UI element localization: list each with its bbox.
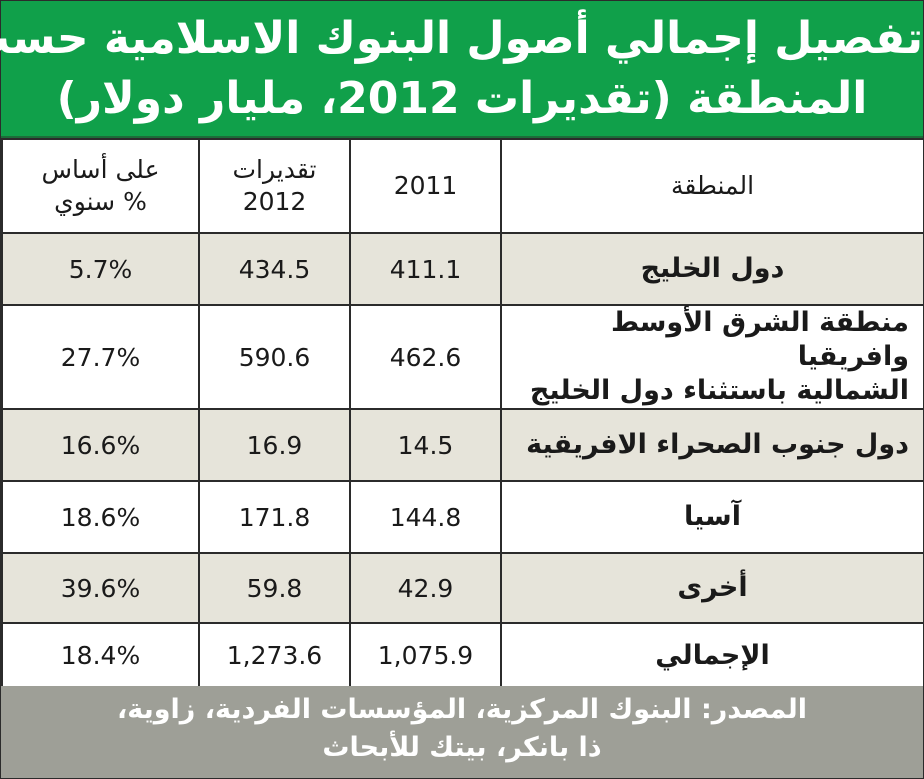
table-row: آسيا 144.8 171.8 18.6%	[1, 480, 924, 554]
cell-change: 27.7%	[1, 304, 200, 410]
cell-change: 5.7%	[1, 232, 200, 306]
title-line-1: تفصيل إجمالي أصول البنوك الاسلامية حسب	[0, 13, 923, 64]
cell-region: آسيا	[500, 480, 924, 554]
cell-change: 16.6%	[1, 408, 200, 482]
cell-2012: 171.8	[198, 480, 351, 554]
cell-region: دول جنوب الصحراء الافريقية	[500, 408, 924, 482]
table-row: منطقة الشرق الأوسط وافريقيا الشمالية باس…	[1, 304, 924, 410]
cell-2011: 14.5	[349, 408, 502, 482]
header-2012-line-1: تقديرات	[232, 155, 317, 184]
cell-2012: 16.9	[198, 408, 351, 482]
cell-change: 18.4%	[1, 622, 200, 689]
header-2012-line-2: 2012	[242, 187, 307, 216]
table-row: دول جنوب الصحراء الافريقية 14.5 16.9 16.…	[1, 408, 924, 482]
header-change-line-1: على أساس	[41, 155, 160, 184]
cell-2012: 434.5	[198, 232, 351, 306]
cell-change: 18.6%	[1, 480, 200, 554]
cell-region: الإجمالي	[500, 622, 924, 689]
header-change: على أساس % سنوي	[1, 138, 200, 234]
table-row: دول الخليج 411.1 434.5 5.7%	[1, 232, 924, 306]
title-banner: تفصيل إجمالي أصول البنوك الاسلامية حسب ا…	[0, 1, 923, 138]
cell-2011: 1,075.9	[349, 622, 502, 689]
cell-2011: 411.1	[349, 232, 502, 306]
cell-2012: 59.8	[198, 552, 351, 624]
cell-region: منطقة الشرق الأوسط وافريقيا الشمالية باس…	[500, 304, 924, 410]
cell-2011: 144.8	[349, 480, 502, 554]
assets-table: المنطقة 2011 تقديرات 2012 على أساس % سنو…	[1, 138, 924, 689]
source-line-2: ذا بانكر، بيتك للأبحاث	[322, 732, 602, 763]
cell-region-line-1: منطقة الشرق الأوسط وافريقيا	[610, 307, 909, 372]
source-footer: المصدر: البنوك المركزية، المؤسسات الفردي…	[1, 686, 923, 778]
cell-2012: 1,273.6	[198, 622, 351, 689]
cell-2011: 42.9	[349, 552, 502, 624]
header-change-line-2: % سنوي	[54, 187, 147, 216]
header-2011: 2011	[349, 138, 502, 234]
table-row: أخرى 42.9 59.8 39.6%	[1, 552, 924, 624]
cell-region: أخرى	[500, 552, 924, 624]
table-header-row: المنطقة 2011 تقديرات 2012 على أساس % سنو…	[1, 138, 924, 234]
assets-table-wrapper: المنطقة 2011 تقديرات 2012 على أساس % سنو…	[1, 138, 924, 689]
cell-2012: 590.6	[198, 304, 351, 410]
table-row: الإجمالي 1,075.9 1,273.6 18.4%	[1, 622, 924, 689]
cell-region-line-2: الشمالية باستثناء دول الخليج	[529, 375, 909, 406]
header-region: المنطقة	[500, 138, 924, 234]
cell-2011: 462.6	[349, 304, 502, 410]
source-line-1: المصدر: البنوك المركزية، المؤسسات الفردي…	[116, 694, 808, 725]
cell-change: 39.6%	[1, 552, 200, 624]
header-2012: تقديرات 2012	[198, 138, 351, 234]
title-line-2: المنطقة (تقديرات 2012، مليار دولار)	[56, 73, 868, 124]
cell-region: دول الخليج	[500, 232, 924, 306]
